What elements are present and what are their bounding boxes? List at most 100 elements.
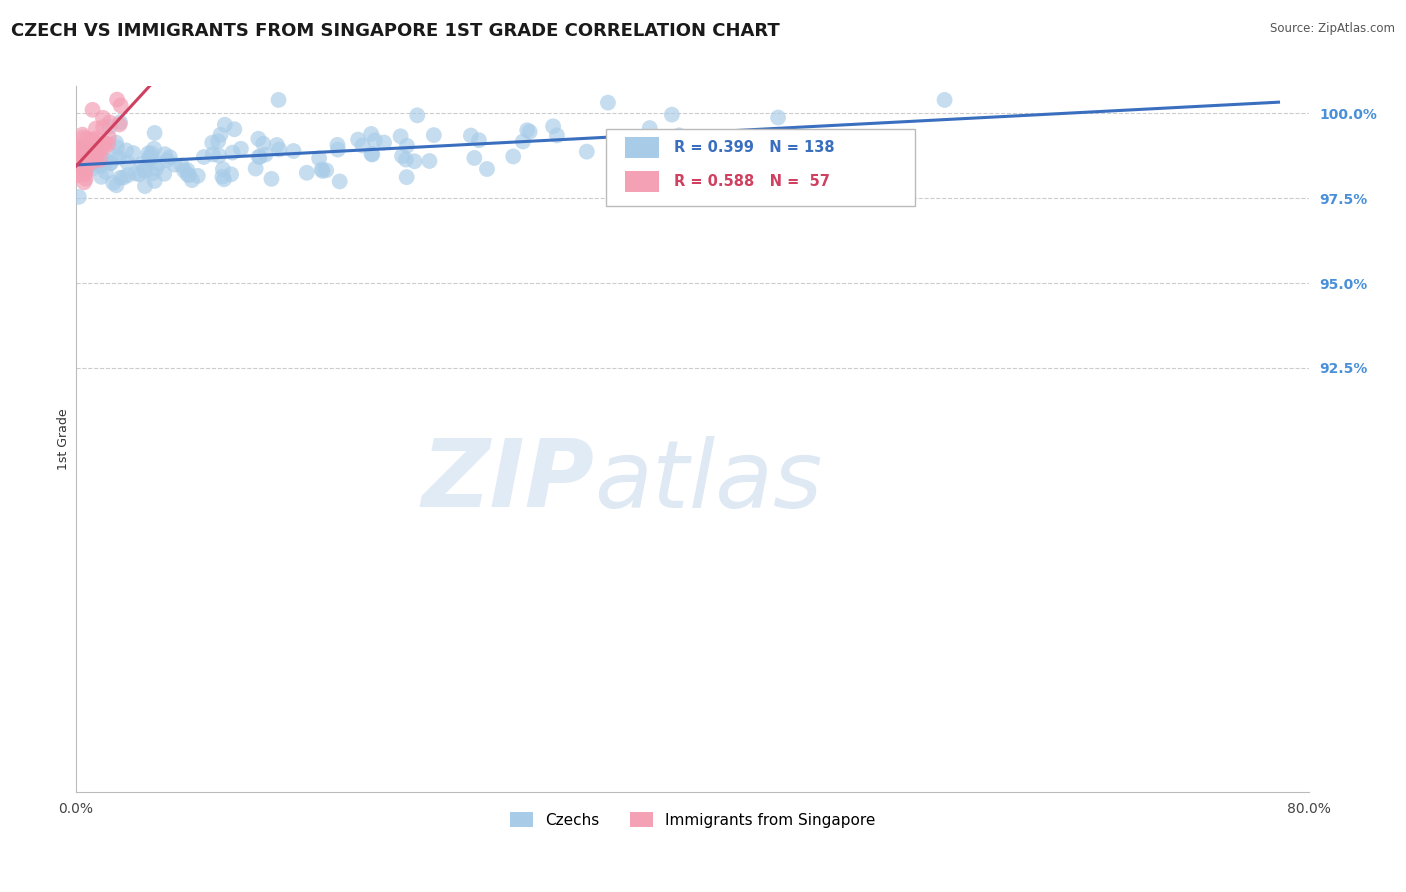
Point xyxy=(260,172,283,186)
Point xyxy=(148,156,170,170)
Point xyxy=(105,93,128,107)
Point xyxy=(208,149,231,163)
Point xyxy=(66,143,89,157)
Point xyxy=(98,115,121,129)
Point xyxy=(207,134,229,148)
Point xyxy=(75,167,97,181)
Point xyxy=(80,158,103,172)
Point xyxy=(153,167,176,181)
Point xyxy=(173,163,195,178)
Point xyxy=(138,151,160,165)
Text: atlas: atlas xyxy=(593,436,823,527)
Point xyxy=(329,174,352,188)
Point xyxy=(468,133,491,147)
Legend: Czechs, Immigrants from Singapore: Czechs, Immigrants from Singapore xyxy=(503,805,882,834)
Point xyxy=(73,148,96,162)
Point xyxy=(75,153,97,167)
Point xyxy=(70,166,93,180)
Point xyxy=(181,173,204,187)
Point xyxy=(177,168,200,182)
Point xyxy=(66,153,89,167)
Point xyxy=(77,148,100,162)
Point xyxy=(76,132,98,146)
Point xyxy=(352,138,374,153)
Point xyxy=(108,117,131,131)
Point xyxy=(79,147,101,161)
Point xyxy=(117,155,139,169)
Point xyxy=(254,147,277,161)
Point xyxy=(765,140,787,154)
Point xyxy=(159,150,181,164)
Point xyxy=(145,161,167,176)
Point xyxy=(82,155,104,169)
Point xyxy=(315,163,337,178)
Point xyxy=(97,137,120,152)
Point xyxy=(143,174,166,188)
Point xyxy=(214,118,236,132)
Bar xyxy=(624,171,659,192)
Point xyxy=(89,142,111,156)
Point xyxy=(67,149,90,163)
Point xyxy=(82,151,104,165)
Point xyxy=(77,145,100,160)
Point xyxy=(91,120,114,134)
Point xyxy=(360,147,382,161)
Point xyxy=(391,149,413,163)
Point xyxy=(82,145,104,159)
Point xyxy=(575,145,598,159)
Point xyxy=(249,150,271,164)
Point xyxy=(93,142,115,156)
Point xyxy=(108,151,131,165)
Point xyxy=(247,150,270,164)
Point xyxy=(373,136,395,150)
Point xyxy=(96,153,118,168)
Point xyxy=(97,130,120,145)
Point xyxy=(283,144,305,158)
Point xyxy=(143,126,166,140)
Point xyxy=(72,154,94,169)
Point xyxy=(224,122,246,136)
Point xyxy=(516,123,538,137)
Point xyxy=(404,154,426,169)
Point xyxy=(541,120,564,134)
Point xyxy=(326,137,349,152)
Point xyxy=(67,168,90,182)
Point xyxy=(766,111,789,125)
Text: ZIP: ZIP xyxy=(420,435,593,527)
Point xyxy=(295,166,318,180)
Point xyxy=(69,157,91,171)
Point xyxy=(364,133,387,147)
Point xyxy=(546,128,568,143)
Point xyxy=(423,128,446,142)
Point xyxy=(76,161,98,176)
Point xyxy=(311,162,333,177)
Point xyxy=(502,149,524,163)
Point xyxy=(73,146,96,161)
Point xyxy=(209,128,232,142)
Point xyxy=(201,147,224,161)
Point xyxy=(70,151,93,165)
Point xyxy=(934,93,956,107)
Point xyxy=(72,128,94,142)
Point xyxy=(311,164,333,178)
Point xyxy=(221,145,243,160)
Point xyxy=(134,162,156,177)
Point xyxy=(84,131,107,145)
Text: R = 0.399   N = 138: R = 0.399 N = 138 xyxy=(673,140,835,155)
Point xyxy=(141,146,163,161)
Point xyxy=(153,147,176,161)
Point xyxy=(75,147,97,161)
Point xyxy=(67,144,90,158)
Point xyxy=(98,156,121,170)
Point xyxy=(201,136,224,150)
Point xyxy=(740,148,762,162)
Point xyxy=(73,130,96,145)
Point xyxy=(229,142,252,156)
Point xyxy=(460,128,482,143)
Point xyxy=(139,152,162,166)
Point xyxy=(638,121,661,136)
Point xyxy=(519,125,541,139)
Point xyxy=(134,179,156,194)
Point xyxy=(110,98,132,112)
Point xyxy=(67,190,90,204)
